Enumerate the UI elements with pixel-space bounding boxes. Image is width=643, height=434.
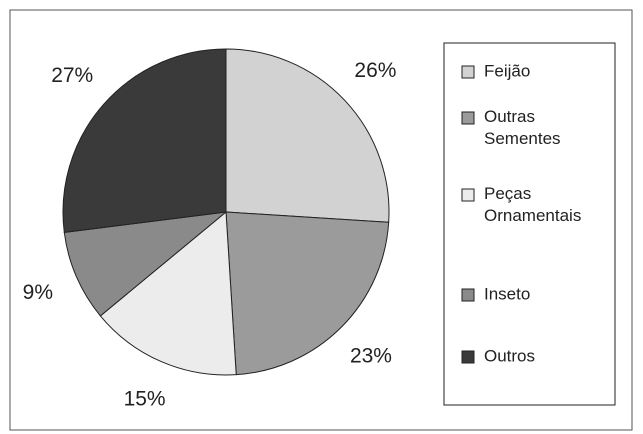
slice-label: 15% (124, 388, 166, 411)
legend-swatch (461, 188, 475, 202)
slice-label: 23% (350, 345, 392, 368)
pie-slice (99, 210, 237, 376)
legend-swatch (461, 111, 475, 125)
legend-swatch (461, 350, 475, 364)
pie-slice (225, 211, 390, 376)
legend-swatch (461, 65, 475, 79)
pie-slice (63, 211, 228, 317)
legend-label: Peças Ornamentais (484, 184, 581, 225)
legend-label: Outras Sementes (484, 107, 561, 148)
pie-slice (62, 48, 227, 233)
legend-label: Feijão (484, 61, 530, 80)
slice-label: 26% (354, 59, 396, 82)
pie-slice (225, 48, 390, 223)
legend-label: Outros (484, 346, 535, 365)
legend-swatch (461, 288, 475, 302)
slice-label: 9% (23, 281, 53, 304)
legend-label: Inseto (484, 284, 530, 303)
legend-box (443, 42, 616, 406)
slice-label: 27% (51, 64, 93, 87)
